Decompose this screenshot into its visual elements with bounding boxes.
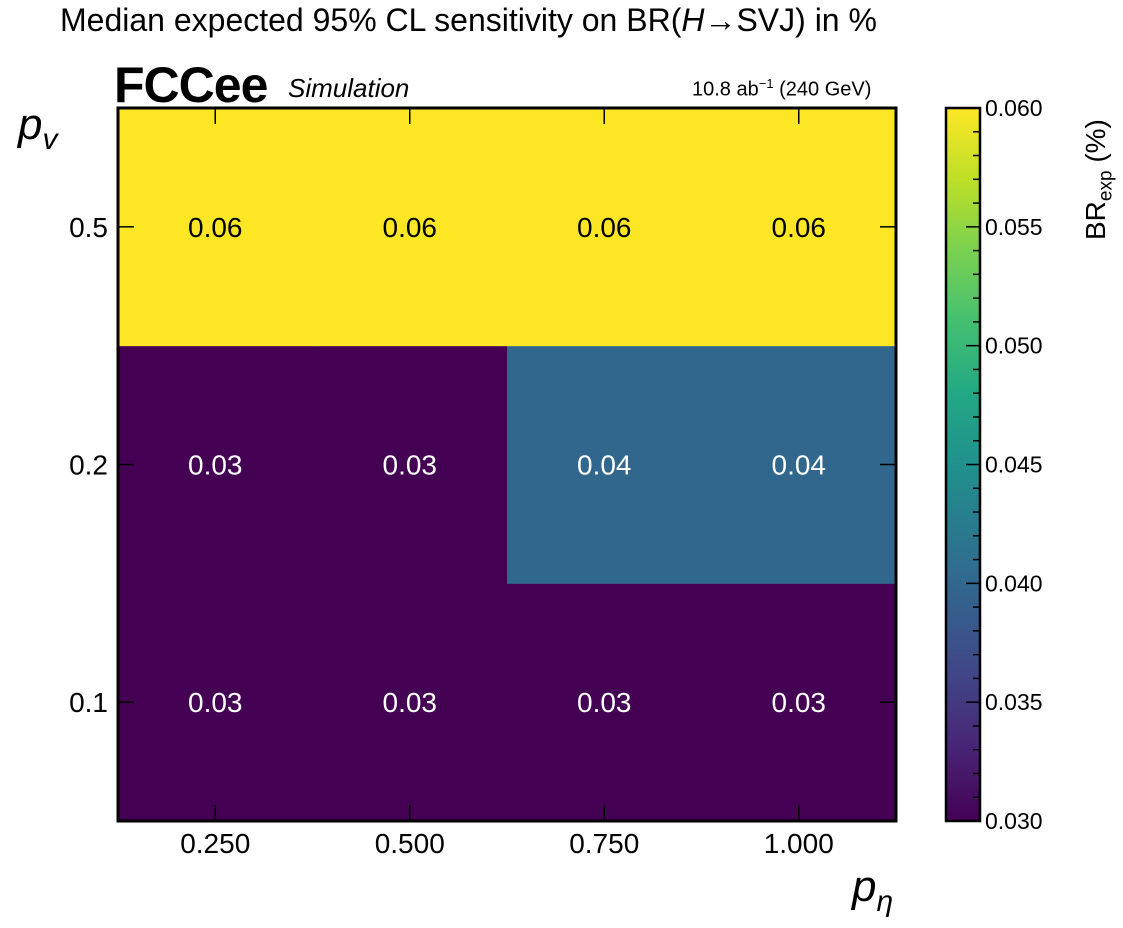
cell-value-label: 0.03 — [188, 450, 243, 481]
x-tick-label: 0.250 — [180, 828, 250, 859]
cell-value-label: 0.03 — [188, 687, 243, 718]
heatmap-cell-labels: 0.03 0.03 0.03 0.03 0.03 0.03 0.04 0.04 0.06 0.06… — [188, 212, 826, 718]
luminosity-energy: (240 GeV) — [779, 78, 872, 101]
y-tick-label: 0.1 — [69, 687, 108, 718]
heatmap-cells — [118, 108, 897, 822]
luminosity-value: 10.8 ab — [692, 78, 759, 101]
colorbar-tick-label: 0.060 — [985, 95, 1043, 121]
x-tick-label: 1.000 — [764, 828, 834, 859]
x-axis-label: pη — [852, 862, 894, 918]
heatmap-cell — [507, 108, 702, 347]
cell-value-label: 0.06 — [383, 212, 438, 243]
experiment-label: FCCee — [114, 57, 268, 113]
heatmap-cell — [118, 345, 313, 584]
colorbar: 0.030 0.035 0.040 0.045 0.050 0.055 0.060 — [944, 95, 1043, 834]
heatmap-cell — [701, 345, 897, 584]
y-tick-label: 0.2 — [69, 450, 108, 481]
title-symbol: H — [681, 2, 705, 38]
title-arrow: → — [704, 2, 737, 38]
chart-title: Median expected 95% CL sensitivity on BR… — [60, 2, 877, 39]
cell-value-label: 0.03 — [577, 687, 632, 718]
luminosity-exponent: −1 — [758, 76, 774, 91]
heatmap-cell — [312, 108, 508, 347]
title-prefix: Median expected 95% CL sensitivity on BR… — [60, 2, 682, 38]
cell-value-label: 0.03 — [772, 687, 827, 718]
plot-axes: 0.250 0.500 0.750 1.000 0.1 0.2 0.5 — [69, 106, 898, 859]
colorbar-tick-label: 0.055 — [985, 214, 1043, 240]
x-tick-label: 0.750 — [569, 828, 639, 859]
heatmap-cell — [507, 583, 702, 822]
x-tick-label: 0.500 — [375, 828, 445, 859]
cell-value-label: 0.06 — [577, 212, 632, 243]
title-suffix: SVJ) in % — [736, 2, 877, 38]
colorbar-tick-label: 0.045 — [985, 452, 1043, 478]
colorbar-tick-label: 0.030 — [985, 808, 1043, 834]
heatmap-cell — [507, 345, 702, 584]
cell-value-label: 0.06 — [772, 212, 827, 243]
cell-value-label: 0.03 — [383, 450, 438, 481]
heatmap-cell — [312, 345, 508, 584]
colorbar-tick-label: 0.040 — [985, 570, 1043, 596]
heatmap-cell — [701, 583, 897, 822]
y-axis-label: pv — [18, 100, 58, 156]
colorbar-tick-label: 0.035 — [985, 689, 1043, 715]
luminosity-label: 10.8 ab−1 (240 GeV) — [692, 76, 871, 102]
experiment-status: Simulation — [288, 73, 410, 103]
cell-value-label: 0.04 — [772, 450, 827, 481]
colorbar-tick-label: 0.050 — [985, 333, 1043, 359]
cell-value-label: 0.03 — [383, 687, 438, 718]
heatmap-cell — [118, 108, 313, 347]
heatmap-cell — [312, 583, 508, 822]
cell-value-label: 0.06 — [188, 212, 243, 243]
heatmap-cell — [701, 108, 897, 347]
heatmap-cell — [118, 583, 313, 822]
cell-value-label: 0.04 — [577, 450, 632, 481]
y-tick-label: 0.5 — [69, 212, 108, 243]
